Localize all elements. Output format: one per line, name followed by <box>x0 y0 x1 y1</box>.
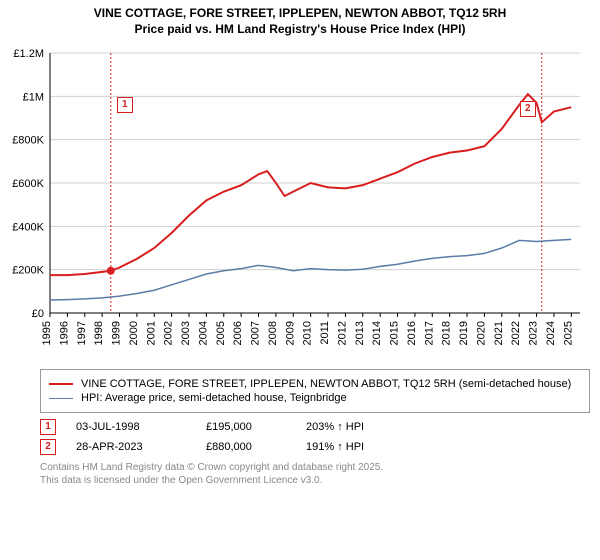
x-tick-label: 2015 <box>389 321 401 345</box>
sales-row: 1 03-JUL-1998£195,000203% ↑ HPI <box>40 419 590 435</box>
x-tick-label: 1997 <box>76 321 88 345</box>
x-tick-label: 1996 <box>58 321 70 345</box>
x-tick-label: 2018 <box>441 321 453 345</box>
sales-price: £880,000 <box>206 441 306 453</box>
x-tick-label: 2005 <box>215 321 227 345</box>
chart-area: £0 £200K £400K £600K £800K £1M £1.2M 1995 1996 19… <box>10 43 590 363</box>
x-tick-label: 2009 <box>284 321 296 345</box>
x-tick-label: 2000 <box>128 321 140 345</box>
sales-date: 03-JUL-1998 <box>76 421 206 433</box>
x-tick-label: 2003 <box>180 321 192 345</box>
y-tick-label: £0 <box>32 308 44 320</box>
footer-line-2: This data is licensed under the Open Gov… <box>40 474 590 487</box>
legend-label: VINE COTTAGE, FORE STREET, IPPLEPEN, NEW… <box>81 378 571 390</box>
x-tick-label: 2004 <box>197 321 209 345</box>
x-tick-label: 2025 <box>562 321 574 345</box>
footer-attribution: Contains HM Land Registry data © Crown c… <box>40 461 590 487</box>
x-tick-label: 2021 <box>493 321 505 345</box>
x-tick-label: 2002 <box>163 321 175 345</box>
sales-marker: 1 <box>40 419 56 435</box>
sales-row: 2 28-APR-2023£880,000191% ↑ HPI <box>40 439 590 455</box>
x-tick-label: 2008 <box>267 321 279 345</box>
chart-title-block: VINE COTTAGE, FORE STREET, IPPLEPEN, NEW… <box>0 0 600 39</box>
x-tick-label: 2001 <box>145 321 157 345</box>
x-tick-label: 2012 <box>336 321 348 345</box>
legend-row: HPI: Average price, semi-detached house,… <box>49 392 581 404</box>
x-tick-label: 2011 <box>319 321 331 345</box>
y-tick-label: £1.2M <box>13 48 44 60</box>
series-property <box>50 94 571 275</box>
sale-marker-1: 1 <box>117 97 133 113</box>
footer-line-1: Contains HM Land Registry data © Crown c… <box>40 461 590 474</box>
y-tick-label: £400K <box>12 222 44 234</box>
legend-row: VINE COTTAGE, FORE STREET, IPPLEPEN, NEW… <box>49 378 581 390</box>
y-tick-label: £200K <box>12 265 44 277</box>
y-tick-label: £600K <box>12 178 44 190</box>
title-line-2: Price paid vs. HM Land Registry's House … <box>10 22 590 38</box>
x-tick-label: 2016 <box>406 321 418 345</box>
legend-box: VINE COTTAGE, FORE STREET, IPPLEPEN, NEW… <box>40 369 590 413</box>
y-tick-label: £800K <box>12 135 44 147</box>
sales-price: £195,000 <box>206 421 306 433</box>
x-tick-label: 1995 <box>41 321 53 345</box>
sales-marker: 2 <box>40 439 56 455</box>
sales-change: 203% ↑ HPI <box>306 421 406 433</box>
x-tick-label: 2010 <box>302 321 314 345</box>
x-tick-label: 2022 <box>510 321 522 345</box>
sale-marker-2: 2 <box>520 101 536 117</box>
x-tick-label: 2024 <box>545 321 557 345</box>
chart-svg: £0 £200K £400K £600K £800K £1M £1.2M 1995 1996 19… <box>10 43 590 363</box>
x-tick-label: 1998 <box>93 321 105 345</box>
sales-change: 191% ↑ HPI <box>306 441 406 453</box>
x-tick-label: 1999 <box>111 321 123 345</box>
x-tick-label: 2007 <box>250 321 262 345</box>
y-tick-label: £1M <box>23 92 44 104</box>
sales-table: 1 03-JUL-1998£195,000203% ↑ HPI 2 28-APR-20… <box>40 419 590 455</box>
legend-label: HPI: Average price, semi-detached house,… <box>81 392 347 404</box>
x-tick-label: 2020 <box>475 321 487 345</box>
x-tick-label: 2023 <box>528 321 540 345</box>
x-tick-label: 2014 <box>371 321 383 345</box>
x-tick-label: 2017 <box>423 321 435 345</box>
sale-dot <box>107 267 115 275</box>
x-tick-label: 2006 <box>232 321 244 345</box>
x-tick-label: 2013 <box>354 321 366 345</box>
sales-date: 28-APR-2023 <box>76 441 206 453</box>
legend-swatch <box>49 398 73 399</box>
grid <box>50 53 580 313</box>
legend-swatch <box>49 383 73 385</box>
title-line-1: VINE COTTAGE, FORE STREET, IPPLEPEN, NEW… <box>10 6 590 22</box>
x-tick-label: 2019 <box>458 321 470 345</box>
